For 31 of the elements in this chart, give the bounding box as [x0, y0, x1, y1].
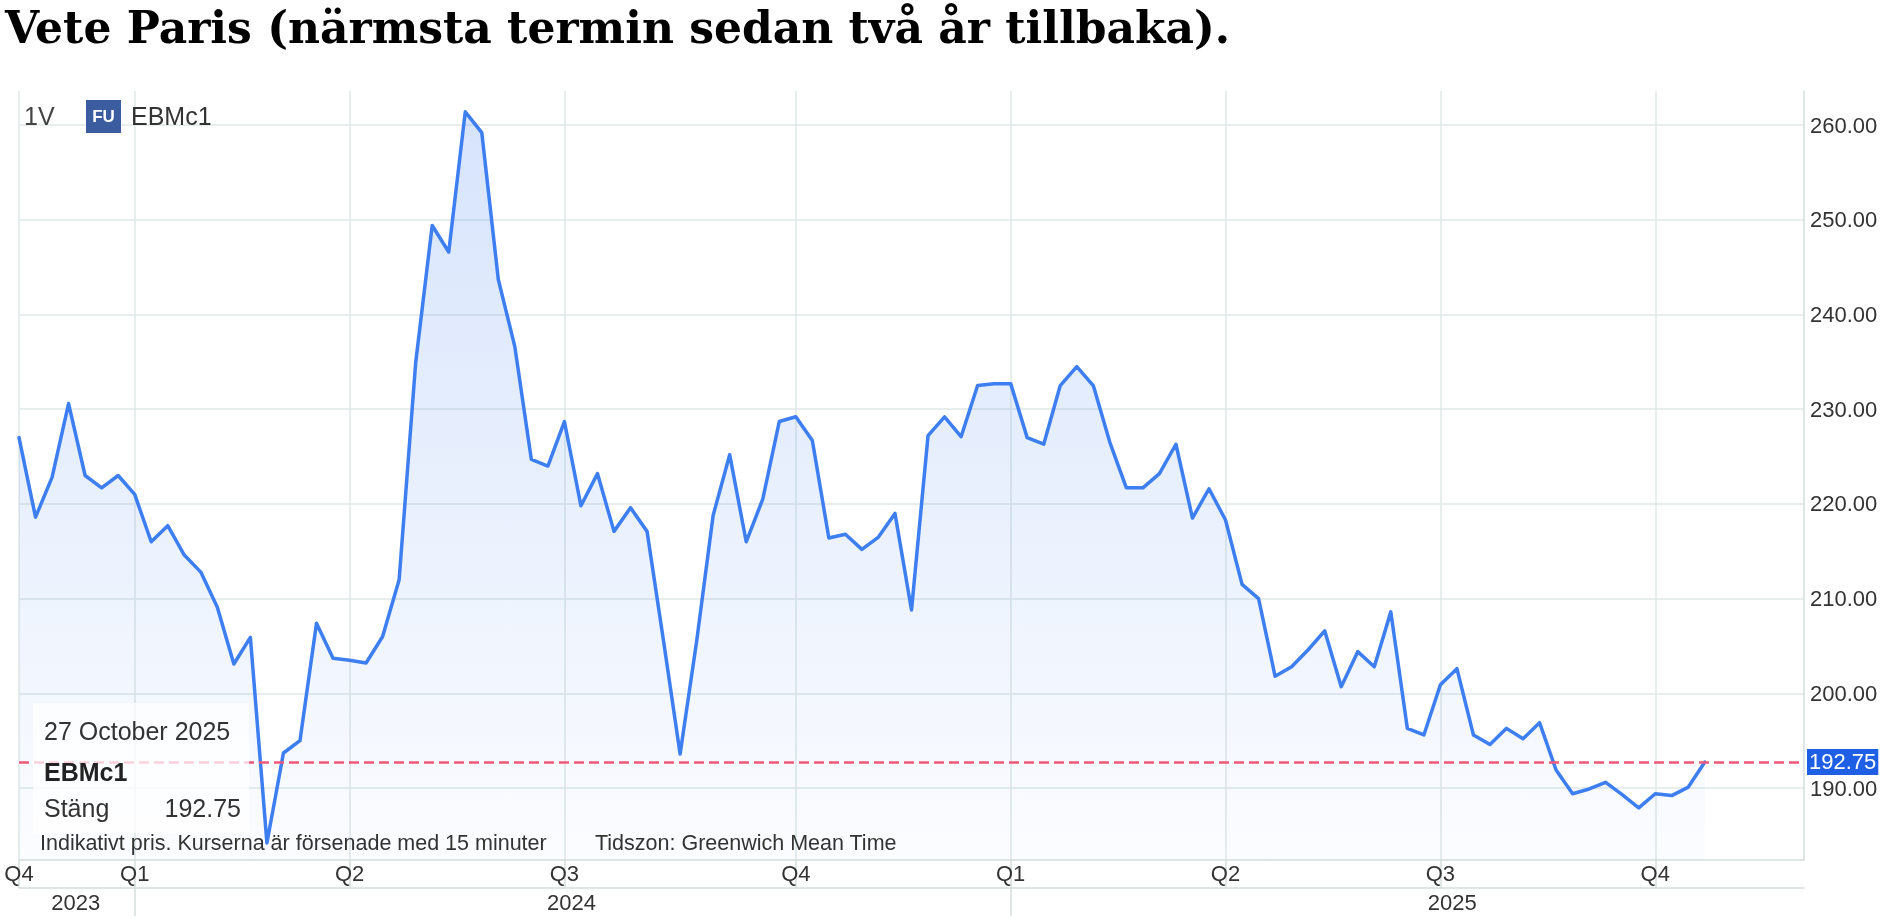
y-tick-label: 260.00 [1810, 112, 1878, 138]
x-tick-label: Q4 [1640, 860, 1670, 886]
x-tick-label: Q4 [4, 860, 34, 886]
x2-tick-label: 2024 [547, 889, 596, 915]
x-tick-label: Q1 [995, 860, 1026, 886]
y-tick-label: 240.00 [1810, 302, 1878, 327]
annotation: EBMc1 [131, 102, 212, 130]
x2-tick-label: 2023 [51, 889, 101, 915]
annotation: 192.75 [163, 794, 241, 822]
annotation: EBMc1 [44, 758, 128, 786]
y-tick-label: 200.00 [1810, 680, 1878, 706]
x2-tick-label: 2025 [1427, 889, 1477, 915]
y-tick-label: 210.00 [1810, 586, 1878, 612]
x-tick-label: Q2 [1210, 860, 1241, 886]
y-tick-label: 220.00 [1810, 491, 1878, 517]
chart-title: Vete Paris (närmsta termin sedan två år tillbaka). [4, 1, 1231, 53]
annotation: Stäng [44, 794, 110, 822]
x-tick-label: Q4 [781, 860, 811, 886]
ref-line-label: 192.75 [1809, 749, 1877, 775]
annotation: Indikativt pris. Kurserna är försenade med 15 minuter [40, 831, 547, 855]
annotation: 1V [24, 102, 55, 130]
x-tick-label: Q3 [1425, 860, 1456, 886]
annotation: 27 October 2025 [44, 717, 231, 745]
x-tick-label: Q1 [120, 860, 150, 886]
x-tick-label: Q3 [549, 860, 580, 886]
y-tick-label: 230.00 [1810, 396, 1878, 422]
y-tick-label: 250.00 [1810, 207, 1878, 233]
badge: FU [86, 100, 121, 133]
y-tick-label: 190.00 [1810, 775, 1878, 801]
annotation: Tidszon: Greenwich Mean Time [595, 831, 897, 855]
x-tick-label: Q2 [334, 860, 365, 886]
